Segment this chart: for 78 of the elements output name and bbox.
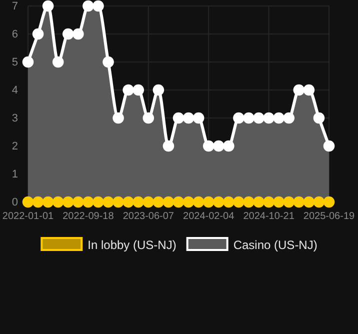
point bbox=[102, 56, 114, 68]
point bbox=[243, 196, 254, 208]
point bbox=[102, 196, 114, 208]
point bbox=[132, 84, 144, 96]
point bbox=[263, 112, 274, 124]
point bbox=[253, 196, 264, 208]
point bbox=[192, 196, 204, 208]
point bbox=[202, 196, 214, 208]
point bbox=[72, 196, 84, 208]
point bbox=[52, 56, 64, 68]
point bbox=[172, 196, 184, 208]
point bbox=[92, 196, 104, 208]
point bbox=[212, 196, 224, 208]
point bbox=[132, 196, 144, 208]
point bbox=[223, 196, 234, 208]
x-tick-label: 2022-09-18 bbox=[62, 211, 114, 222]
point bbox=[313, 112, 325, 124]
point bbox=[162, 196, 174, 208]
point bbox=[233, 112, 244, 124]
legend-label: In lobby (US-NJ) bbox=[88, 238, 176, 252]
point bbox=[112, 196, 124, 208]
point bbox=[112, 112, 124, 124]
point bbox=[172, 112, 184, 124]
y-tick-label: 5 bbox=[12, 56, 18, 69]
x-tick-label: 2023-06-07 bbox=[122, 211, 174, 222]
point bbox=[42, 196, 54, 208]
point bbox=[293, 84, 305, 96]
point bbox=[223, 140, 234, 152]
point bbox=[263, 196, 274, 208]
point bbox=[323, 196, 335, 208]
y-tick-label: 0 bbox=[12, 196, 18, 209]
point bbox=[42, 0, 54, 12]
point bbox=[62, 28, 74, 40]
legend-label: Casino (US-NJ) bbox=[233, 238, 318, 252]
x-tick-label: 2025-06-19 bbox=[303, 211, 356, 222]
point bbox=[313, 196, 325, 208]
point bbox=[82, 196, 94, 208]
point bbox=[32, 196, 44, 208]
point bbox=[92, 0, 104, 12]
point bbox=[122, 196, 134, 208]
point bbox=[82, 0, 94, 12]
y-tick-label: 2 bbox=[12, 140, 18, 153]
y-tick-label: 7 bbox=[12, 0, 18, 13]
point bbox=[62, 196, 74, 208]
point bbox=[142, 196, 154, 208]
point bbox=[303, 84, 315, 96]
point bbox=[192, 112, 204, 124]
x-tick-label: 2022-01-01 bbox=[2, 211, 54, 222]
point bbox=[142, 112, 154, 124]
point bbox=[152, 84, 164, 96]
x-tick-label: 2024-02-04 bbox=[183, 211, 235, 222]
y-tick-label: 4 bbox=[12, 84, 18, 97]
point bbox=[122, 84, 134, 96]
point bbox=[283, 196, 295, 208]
x-tick-label: 2024-10-21 bbox=[243, 211, 295, 222]
point bbox=[212, 140, 224, 152]
point bbox=[243, 112, 254, 124]
point bbox=[202, 140, 214, 152]
point bbox=[233, 196, 244, 208]
point bbox=[293, 196, 305, 208]
point bbox=[182, 196, 194, 208]
point bbox=[182, 112, 194, 124]
point bbox=[72, 28, 84, 40]
y-tick-label: 1 bbox=[12, 168, 18, 181]
point bbox=[162, 140, 174, 152]
point bbox=[303, 196, 315, 208]
point bbox=[22, 56, 34, 68]
point bbox=[52, 196, 64, 208]
point bbox=[152, 196, 164, 208]
point bbox=[32, 28, 44, 40]
y-tick-label: 6 bbox=[12, 28, 18, 41]
point bbox=[273, 112, 284, 124]
point bbox=[283, 112, 295, 124]
point bbox=[323, 140, 335, 152]
point bbox=[22, 196, 34, 208]
point bbox=[273, 196, 284, 208]
point bbox=[253, 112, 264, 124]
y-tick-label: 3 bbox=[12, 112, 18, 125]
